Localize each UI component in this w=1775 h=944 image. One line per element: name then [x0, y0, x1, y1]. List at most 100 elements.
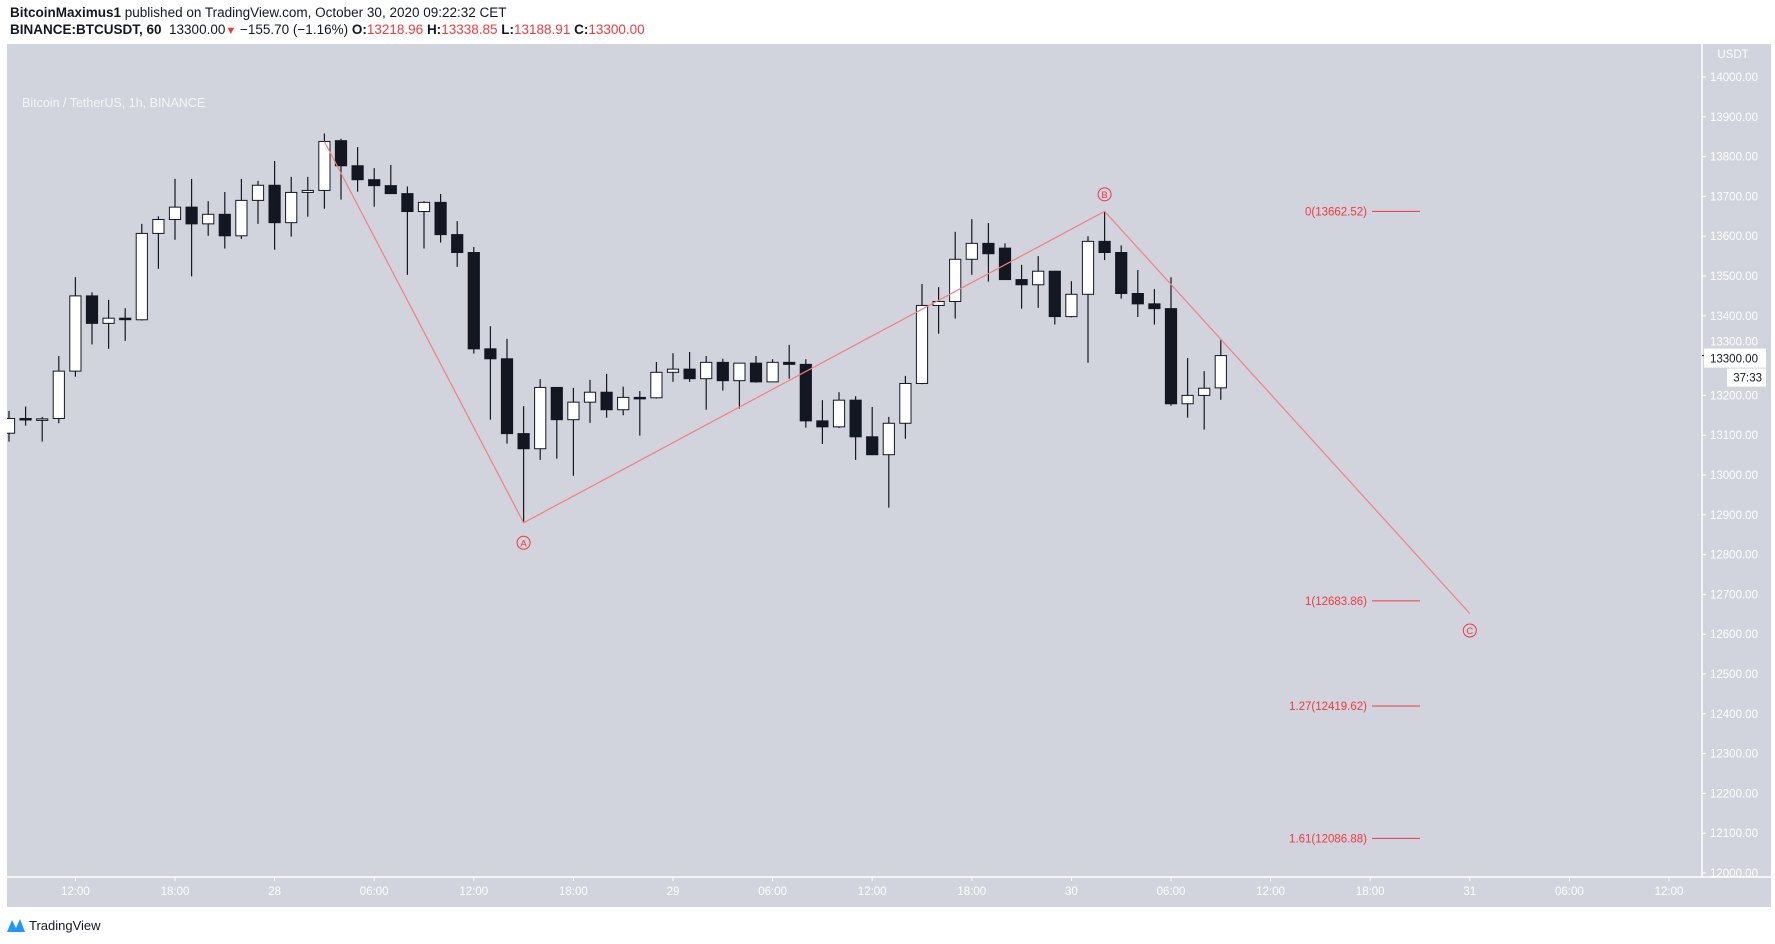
candle[interactable]: [417, 201, 431, 249]
candle[interactable]: [1198, 371, 1211, 430]
candle[interactable]: [351, 147, 364, 192]
candle[interactable]: [135, 223, 148, 321]
candle-body: [683, 368, 696, 380]
candle-body: [351, 165, 364, 181]
candle[interactable]: [434, 194, 447, 243]
candle-body: [633, 396, 646, 400]
candle-body: [998, 247, 1012, 281]
candle-body: [484, 348, 497, 360]
candle[interactable]: [218, 192, 231, 249]
candle[interactable]: [467, 246, 480, 354]
candle[interactable]: [749, 355, 763, 383]
candle[interactable]: [1015, 264, 1028, 309]
candlestick-chart[interactable]: USDT 14000.00 13900.00 13800.00 13700.00 1360…: [7, 44, 1771, 907]
candle[interactable]: [700, 355, 713, 410]
price-tick-label: 13600.00: [1710, 231, 1758, 243]
candle[interactable]: [1131, 270, 1144, 317]
candle-body: [1081, 240, 1095, 295]
candle-body: [185, 206, 198, 225]
candle-body: [567, 401, 580, 421]
candle[interactable]: [600, 373, 613, 418]
time-tick-label: 29: [667, 886, 680, 898]
candle[interactable]: [251, 180, 265, 224]
candle[interactable]: [650, 361, 663, 399]
candle[interactable]: [484, 326, 497, 420]
candle[interactable]: [235, 178, 248, 239]
candle[interactable]: [384, 164, 397, 195]
price-tick-label: 13800.00: [1710, 152, 1758, 164]
candle[interactable]: [500, 338, 514, 444]
candle[interactable]: [849, 396, 862, 460]
candle[interactable]: [1148, 289, 1161, 325]
candle[interactable]: [567, 387, 580, 476]
price-tick-label: 12900.00: [1710, 510, 1758, 522]
candle[interactable]: [1115, 245, 1128, 299]
candle[interactable]: [666, 353, 680, 382]
candle[interactable]: [517, 406, 530, 523]
candle[interactable]: [85, 292, 99, 345]
candle[interactable]: [617, 386, 630, 416]
candle[interactable]: [816, 400, 829, 444]
candle[interactable]: [550, 386, 563, 459]
candle[interactable]: [7, 410, 16, 442]
candle[interactable]: [1181, 357, 1194, 418]
candle[interactable]: [832, 392, 846, 429]
candle-body: [1098, 240, 1111, 254]
candle[interactable]: [268, 160, 281, 250]
chart-pane[interactable]: USDT 14000.00 13900.00 13800.00 13700.00 1360…: [7, 44, 1771, 907]
candle-body: [716, 361, 729, 382]
candle[interactable]: [152, 216, 165, 269]
candle[interactable]: [998, 243, 1012, 281]
candle[interactable]: [633, 391, 646, 436]
candle[interactable]: [534, 379, 547, 460]
candle[interactable]: [866, 406, 879, 456]
candle[interactable]: [982, 223, 995, 282]
candle[interactable]: [899, 375, 912, 439]
candle[interactable]: [1032, 256, 1045, 308]
candle[interactable]: [1214, 340, 1227, 400]
wave-label-circle: [1097, 187, 1112, 202]
candle[interactable]: [185, 178, 198, 277]
candle[interactable]: [334, 138, 348, 200]
candle[interactable]: [36, 416, 49, 442]
candle[interactable]: [52, 355, 65, 424]
candle[interactable]: [583, 379, 597, 423]
candle[interactable]: [168, 178, 182, 240]
candle[interactable]: [915, 283, 929, 385]
candle[interactable]: [451, 221, 464, 267]
candle[interactable]: [318, 133, 331, 209]
candle[interactable]: [1048, 270, 1061, 325]
candle[interactable]: [1098, 211, 1111, 261]
candle[interactable]: [683, 352, 696, 382]
candle[interactable]: [285, 176, 298, 237]
candle[interactable]: [401, 186, 414, 275]
bar-countdown: 37:33: [1733, 373, 1762, 385]
candle[interactable]: [19, 406, 32, 426]
candle[interactable]: [949, 231, 962, 319]
candle[interactable]: [882, 416, 895, 508]
candle[interactable]: [932, 287, 945, 334]
candle[interactable]: [368, 168, 381, 207]
candle[interactable]: [783, 344, 796, 379]
candle[interactable]: [202, 201, 215, 236]
price-tick-label: 14000.00: [1710, 72, 1758, 84]
footer-brand: TradingView: [29, 917, 101, 933]
author-name[interactable]: BitcoinMaximus1: [10, 5, 122, 20]
tradingview-logo[interactable]: TradingView: [6, 917, 101, 933]
candle[interactable]: [799, 359, 812, 428]
candle-body: [202, 213, 215, 225]
candle[interactable]: [1065, 281, 1078, 318]
candle-body: [733, 362, 746, 382]
candle[interactable]: [1164, 277, 1178, 406]
wave-label-b: B: [1097, 187, 1112, 202]
candle[interactable]: [766, 359, 779, 383]
candle[interactable]: [69, 277, 82, 377]
candle[interactable]: [1081, 236, 1095, 363]
candle[interactable]: [733, 362, 746, 409]
candle[interactable]: [119, 308, 132, 341]
candle[interactable]: [301, 176, 314, 217]
candle[interactable]: [102, 299, 115, 349]
candle[interactable]: [965, 219, 978, 275]
candle-body: [85, 295, 99, 324]
candle[interactable]: [716, 358, 729, 391]
